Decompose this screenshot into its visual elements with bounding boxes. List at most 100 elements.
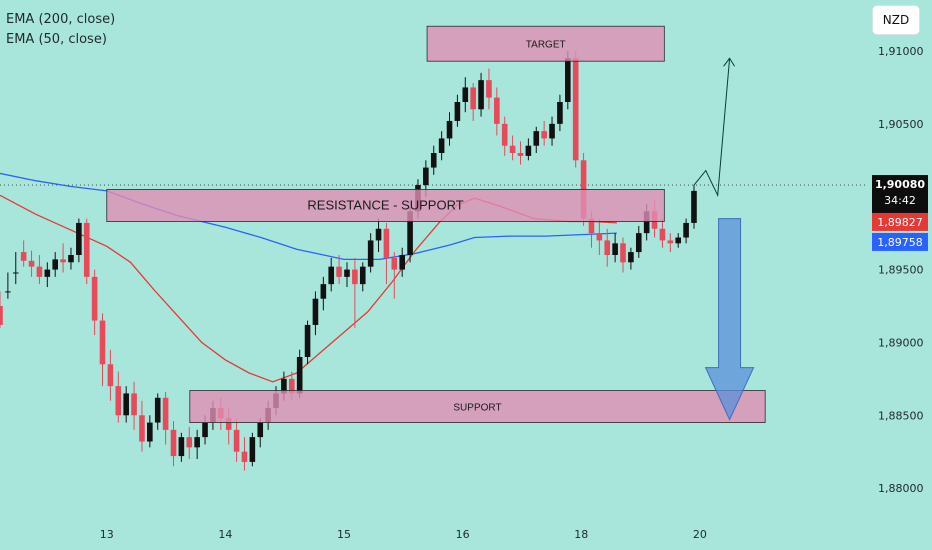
candle-body	[344, 269, 350, 277]
candle-body	[533, 131, 540, 146]
ema50-value: 1,89827	[877, 216, 923, 229]
candle-body	[12, 272, 19, 274]
zones: TARGET RESISTANCE - SUPPORT SUPPORT	[106, 25, 766, 423]
y-tick-label: 1,91000	[878, 45, 924, 58]
candle-body	[675, 237, 682, 244]
candle-body	[352, 269, 358, 285]
candle-body	[643, 211, 650, 234]
down-arrow	[704, 218, 755, 421]
candle-body	[304, 324, 311, 357]
zone-box	[189, 390, 766, 423]
candle-body	[131, 393, 137, 416]
candle-body	[446, 120, 453, 139]
zone-box	[426, 25, 665, 62]
x-tick-label: 14	[218, 528, 232, 541]
candle-body	[541, 131, 547, 139]
projection-arrowhead	[723, 57, 735, 67]
candle-body	[288, 378, 295, 394]
candle-body	[296, 357, 303, 394]
candle-body	[154, 397, 161, 423]
currency-badge[interactable]: NZD	[873, 6, 919, 34]
candle-body	[470, 87, 476, 110]
y-axis: 1,910001,905001,900001,895001,890001,885…	[878, 45, 924, 495]
candle-body	[178, 437, 185, 457]
candle-body	[123, 393, 129, 416]
candle-body	[115, 386, 122, 416]
x-tick-label: 16	[456, 528, 470, 541]
ema50-legend[interactable]: EMA (50, close)	[6, 32, 107, 47]
candle-body	[588, 218, 595, 234]
indicator-legend: EMA (200, close) EMA (50, close)	[6, 10, 115, 50]
candle-body	[525, 145, 532, 156]
candle-body	[612, 243, 618, 255]
candle-body	[320, 284, 327, 299]
last-price-badge	[872, 175, 928, 214]
zone-label: TARGET	[526, 40, 566, 51]
candle-body	[233, 429, 240, 452]
candle-body	[604, 240, 611, 255]
y-tick-label: 1,88000	[878, 482, 924, 495]
candle-body	[170, 429, 177, 457]
candle-body	[147, 422, 153, 442]
candle-body	[635, 233, 642, 253]
candle-body	[683, 222, 689, 238]
x-tick-label: 18	[574, 528, 588, 541]
candle-body	[375, 228, 382, 241]
candle-body	[336, 266, 342, 277]
candle-body	[667, 240, 674, 244]
candle-body	[76, 222, 82, 255]
candle-body	[486, 80, 492, 98]
candle-body	[430, 153, 437, 168]
y-tick-label: 1,89000	[878, 336, 924, 349]
candle-body	[194, 437, 200, 448]
candle-body	[44, 269, 51, 277]
x-tick-label: 20	[693, 528, 707, 541]
candle-body	[509, 145, 516, 153]
candle-body	[139, 415, 145, 442]
candle-body	[596, 233, 603, 241]
candle-body	[494, 97, 500, 124]
candle-body	[691, 190, 697, 223]
y-tick-label: 1,89500	[878, 264, 924, 277]
candle-body	[186, 437, 193, 448]
candle-body	[0, 306, 3, 325]
candle-body	[383, 228, 390, 258]
candle-body	[462, 87, 469, 102]
candle-body	[241, 451, 248, 462]
ema200-badge	[872, 232, 928, 251]
candle-body	[399, 255, 405, 270]
candle-body	[572, 58, 579, 161]
x-tick-label: 15	[337, 528, 351, 541]
projection-path	[693, 58, 731, 198]
candle-body	[565, 58, 571, 102]
candle-body	[68, 255, 74, 263]
candle-body	[83, 222, 90, 277]
candle-body	[257, 422, 264, 438]
candle-body	[628, 252, 634, 263]
candle-body	[620, 243, 626, 263]
y-tick-label: 1,90500	[878, 118, 924, 131]
candle-body	[367, 240, 374, 267]
candle-body	[60, 259, 66, 263]
candle-body	[438, 138, 445, 153]
candle-body	[359, 266, 366, 285]
x-axis: 13 14 15 16 18 20	[100, 528, 707, 541]
candle-body	[517, 153, 524, 156]
candle-body	[549, 123, 555, 139]
ema50-badge	[872, 212, 928, 231]
candle-body	[249, 437, 256, 462]
candle-body	[28, 260, 35, 267]
zone-label: SUPPORT	[453, 403, 501, 414]
zone-label: RESISTANCE - SUPPORT	[307, 197, 463, 212]
x-tick-label: 13	[100, 528, 114, 541]
candle-body	[5, 291, 11, 293]
ema200-legend[interactable]: EMA (200, close)	[6, 12, 116, 27]
last-price-value: 1,90080	[875, 178, 925, 191]
ema200-line	[0, 172, 617, 261]
y-tick-label: 1,88500	[878, 409, 924, 422]
candle-body	[52, 259, 59, 270]
candle-body	[225, 418, 232, 430]
candle-body	[557, 102, 563, 124]
